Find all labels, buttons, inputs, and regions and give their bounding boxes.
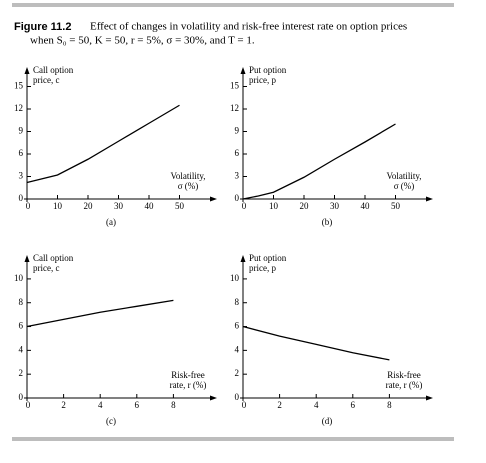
x-tick-label: 50 (391, 201, 401, 211)
y-arrow (240, 67, 246, 74)
x-tick-label: 10 (269, 201, 279, 211)
y-tick-label: 2 (19, 368, 24, 378)
y-axis-label: price, c (33, 263, 59, 273)
x-tick-label: 40 (145, 201, 155, 211)
y-tick-label: 12 (14, 103, 23, 113)
x-tick-label: 0 (242, 400, 247, 410)
x-tick-label: 6 (351, 400, 356, 410)
y-tick-label: 8 (19, 297, 24, 307)
y-tick-label: 3 (19, 171, 24, 181)
y-tick-label: 0 (235, 392, 240, 402)
y-axis-label: price, c (33, 75, 59, 85)
x-tick-label: 50 (175, 201, 185, 211)
figure-label: Figure 11.2 (14, 21, 71, 33)
bottom-rule (12, 437, 454, 441)
x-arrow (426, 395, 433, 401)
x-tick-label: 0 (242, 201, 247, 211)
y-tick-label: 9 (235, 126, 240, 136)
x-axis-label: Volatility, (386, 171, 421, 181)
x-tick-label: 10 (53, 201, 63, 211)
y-tick-label: 12 (230, 103, 239, 113)
x-axis-label: Volatility, (170, 171, 205, 181)
sub-label: (b) (322, 217, 333, 227)
x-tick-label: 8 (171, 400, 176, 410)
x-axis-label: rate, r (%) (170, 380, 207, 390)
y-tick-label: 0 (235, 193, 240, 203)
data-line (26, 104, 180, 184)
x-arrow (426, 196, 433, 202)
y-tick-label: 6 (235, 148, 240, 158)
sub-label: (c) (106, 416, 116, 426)
y-axis-label: Call option (33, 253, 74, 263)
y-tick-label: 6 (235, 321, 240, 331)
x-tick-label: 20 (84, 201, 94, 211)
y-tick-label: 0 (19, 193, 24, 203)
caption: Effect of changes in volatility and risk… (90, 21, 407, 33)
sub-label: (a) (106, 217, 116, 227)
y-arrow (24, 255, 30, 262)
y-tick-label: 10 (230, 273, 240, 283)
data-line (26, 299, 174, 328)
y-tick-label: 6 (19, 321, 24, 331)
x-tick-label: 0 (26, 400, 31, 410)
y-axis-label: price, p (249, 263, 276, 273)
x-tick-label: 30 (114, 201, 124, 211)
x-axis-label: Risk-free (171, 370, 205, 380)
x-tick-label: 6 (135, 400, 140, 410)
top-rule (12, 3, 454, 7)
x-tick-label: 40 (361, 201, 371, 211)
x-tick-label: 8 (387, 400, 392, 410)
x-tick-label: 30 (330, 201, 340, 211)
x-axis-label: σ (%) (394, 181, 415, 191)
y-tick-label: 9 (19, 126, 24, 136)
y-tick-label: 10 (14, 273, 24, 283)
y-arrow (240, 255, 246, 262)
data-line (242, 325, 390, 361)
x-arrow (210, 196, 217, 202)
x-tick-label: 2 (277, 400, 282, 410)
y-axis-label: Put option (249, 65, 287, 75)
x-tick-label: 0 (26, 201, 31, 211)
y-tick-label: 8 (235, 297, 240, 307)
x-axis-label: rate, r (%) (386, 380, 423, 390)
y-tick-label: 4 (235, 344, 240, 354)
y-axis-label: Put option (249, 253, 287, 263)
x-tick-label: 20 (300, 201, 310, 211)
x-tick-label: 4 (98, 400, 103, 410)
y-tick-label: 15 (230, 81, 240, 91)
y-tick-label: 0 (19, 392, 24, 402)
y-tick-label: 15 (14, 81, 24, 91)
y-tick-label: 2 (235, 368, 240, 378)
x-arrow (210, 395, 217, 401)
y-tick-label: 3 (235, 171, 240, 181)
y-axis-label: Call option (33, 65, 74, 75)
x-tick-label: 2 (61, 400, 66, 410)
sub-label: (d) (322, 416, 333, 426)
y-tick-label: 4 (19, 344, 24, 354)
caption-line2: when S₀ = 50, K = 50, r = 5%, σ = 30%, a… (30, 35, 255, 47)
y-arrow (24, 67, 30, 74)
data-line (242, 123, 396, 200)
y-axis-label: price, p (249, 75, 276, 85)
x-axis-label: σ (%) (178, 181, 199, 191)
x-tick-label: 4 (314, 400, 319, 410)
x-axis-label: Risk-free (387, 370, 421, 380)
y-tick-label: 6 (19, 148, 24, 158)
